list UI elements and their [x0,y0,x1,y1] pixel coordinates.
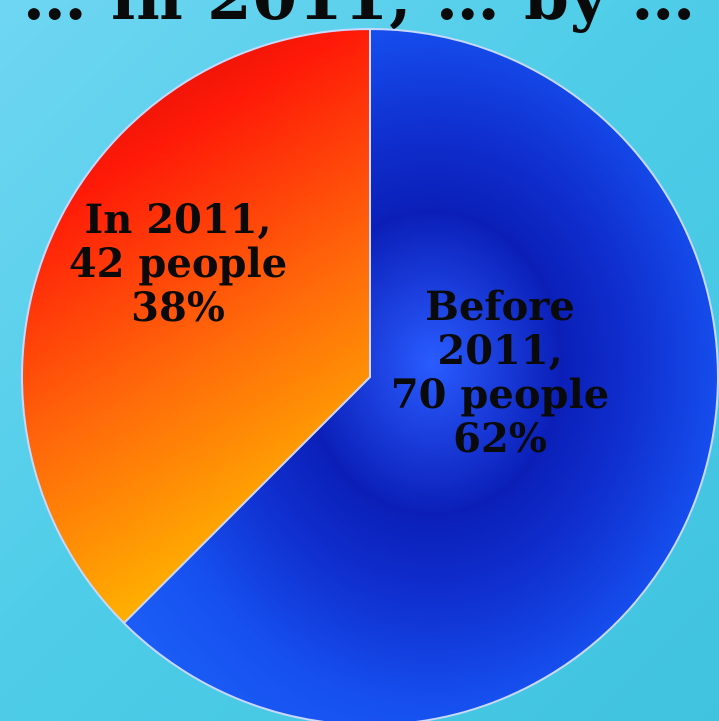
slice-label-line: In 2011, [85,196,272,243]
pie-slice-before-2011 [122,27,719,721]
pie-slice-in-2011 [21,27,371,625]
slice-label-line: Before [425,283,575,330]
slice-label-line: 70 people [391,371,609,418]
slice-label-line: 42 people [69,240,287,287]
slice-label-line: 38% [131,284,225,331]
slice-label-line: 2011, [437,327,562,374]
slice-label-line: 62% [453,415,547,462]
pie-slices [21,27,719,721]
